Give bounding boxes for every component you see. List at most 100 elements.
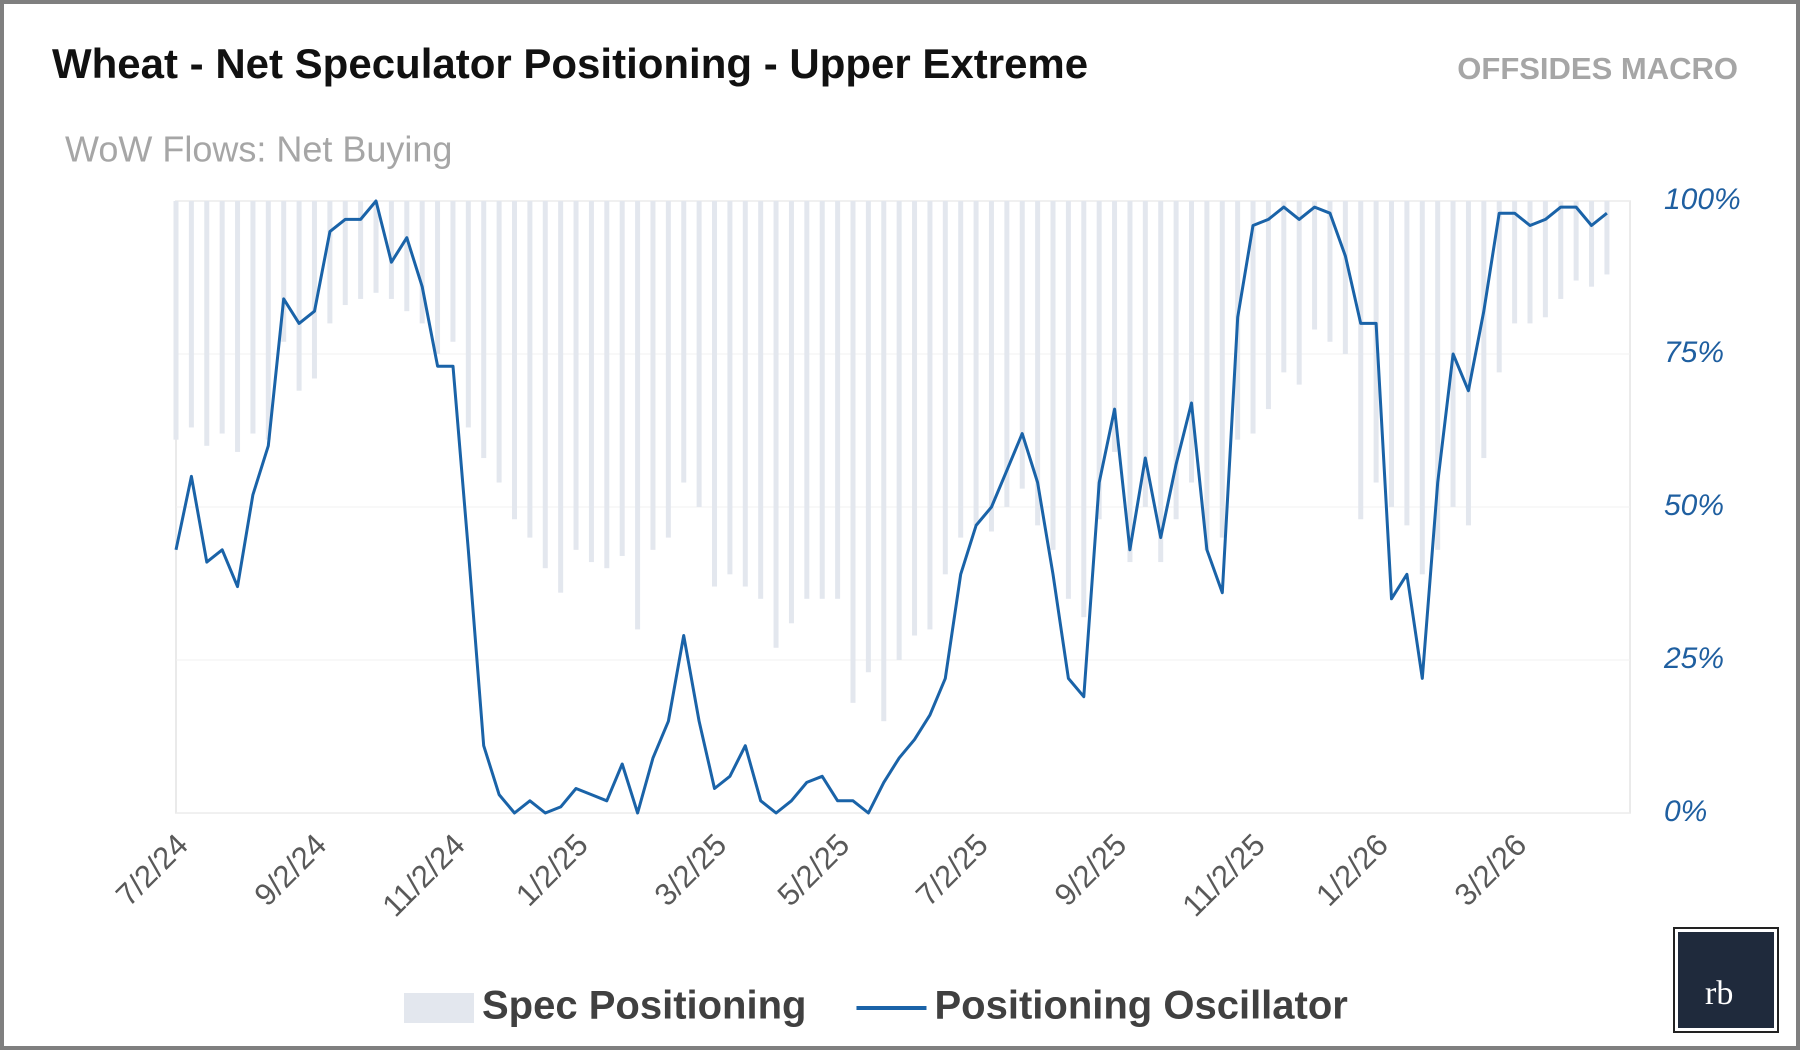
bar <box>1004 201 1010 507</box>
bar <box>173 201 179 440</box>
bar <box>742 201 748 587</box>
legend-label: Positioning Oscillator <box>934 984 1347 1028</box>
bar <box>1342 201 1348 354</box>
bar <box>1558 201 1564 299</box>
bar <box>342 201 348 306</box>
bar <box>404 201 410 312</box>
bar <box>1204 201 1210 550</box>
y-tick-label: 100% <box>1664 183 1741 216</box>
bar <box>1250 201 1256 434</box>
bar <box>988 201 994 532</box>
bar <box>1050 201 1056 550</box>
bar <box>588 201 594 563</box>
bar <box>1158 201 1164 563</box>
bar <box>358 201 364 299</box>
bar <box>1281 201 1287 373</box>
bar <box>619 201 625 556</box>
bar <box>250 201 256 434</box>
bar <box>1527 201 1533 324</box>
bar <box>1173 201 1179 520</box>
legend-label: Spec Positioning <box>482 984 806 1028</box>
bar <box>927 201 933 630</box>
y-tick-label: 75% <box>1664 336 1724 369</box>
bar <box>235 201 241 452</box>
bar <box>973 201 979 526</box>
bar <box>758 201 764 599</box>
bar <box>912 201 918 636</box>
bar <box>265 201 271 440</box>
bar <box>650 201 656 550</box>
bar <box>450 201 456 342</box>
bar <box>281 201 287 342</box>
bar <box>1035 201 1041 526</box>
bar <box>573 201 579 550</box>
y-tick-label: 0% <box>1664 795 1707 828</box>
brand: OFFSIDES MACRO <box>1457 51 1738 86</box>
bar <box>1127 201 1133 563</box>
bar <box>219 201 225 434</box>
bar <box>465 201 471 428</box>
bar <box>1188 201 1194 483</box>
bar <box>1296 201 1302 385</box>
chart-title: Wheat - Net Speculator Positioning - Upp… <box>52 40 1088 87</box>
bar <box>881 201 887 722</box>
bar <box>419 201 425 324</box>
bar <box>1327 201 1333 342</box>
logo-text: rb <box>1705 975 1733 1012</box>
legend-swatch <box>404 993 474 1023</box>
bar <box>204 201 210 446</box>
bar <box>850 201 856 703</box>
bar <box>896 201 902 660</box>
bar <box>481 201 487 459</box>
bar <box>865 201 871 673</box>
bar <box>665 201 671 538</box>
bar <box>1542 201 1548 318</box>
bar <box>296 201 302 391</box>
bar <box>388 201 394 299</box>
bar <box>773 201 779 648</box>
bar <box>1419 201 1425 575</box>
bar <box>1081 201 1087 618</box>
bar <box>1496 201 1502 373</box>
line <box>174 199 1608 815</box>
bar <box>1404 201 1410 526</box>
bar <box>1065 201 1071 599</box>
bar <box>1465 201 1471 526</box>
bar <box>188 201 194 428</box>
bar <box>835 201 841 599</box>
bar <box>804 201 810 599</box>
bar <box>435 201 441 354</box>
bar <box>1219 201 1225 538</box>
bar <box>373 201 379 293</box>
bar <box>327 201 333 324</box>
bar <box>788 201 794 624</box>
bar <box>958 201 964 538</box>
logo <box>1678 932 1774 1028</box>
bar <box>527 201 533 538</box>
bar <box>1389 201 1395 507</box>
y-tick-label: 25% <box>1663 642 1724 675</box>
bar <box>1512 201 1518 324</box>
bar <box>1019 201 1025 489</box>
chart-subtitle: WoW Flows: Net Buying <box>65 129 452 170</box>
bar <box>1573 201 1579 281</box>
bar <box>604 201 610 569</box>
bar <box>1604 201 1610 275</box>
bar <box>1265 201 1271 410</box>
bar <box>942 201 948 575</box>
bar <box>727 201 733 575</box>
bar <box>1142 201 1148 507</box>
bar <box>681 201 687 483</box>
bar <box>712 201 718 587</box>
bar <box>819 201 825 599</box>
bar <box>496 201 502 483</box>
bar <box>1312 201 1318 330</box>
bar <box>1096 201 1102 520</box>
y-tick-label: 50% <box>1664 489 1724 522</box>
bar <box>696 201 702 507</box>
bar <box>1112 201 1118 452</box>
bar <box>511 201 517 520</box>
bar <box>635 201 641 630</box>
